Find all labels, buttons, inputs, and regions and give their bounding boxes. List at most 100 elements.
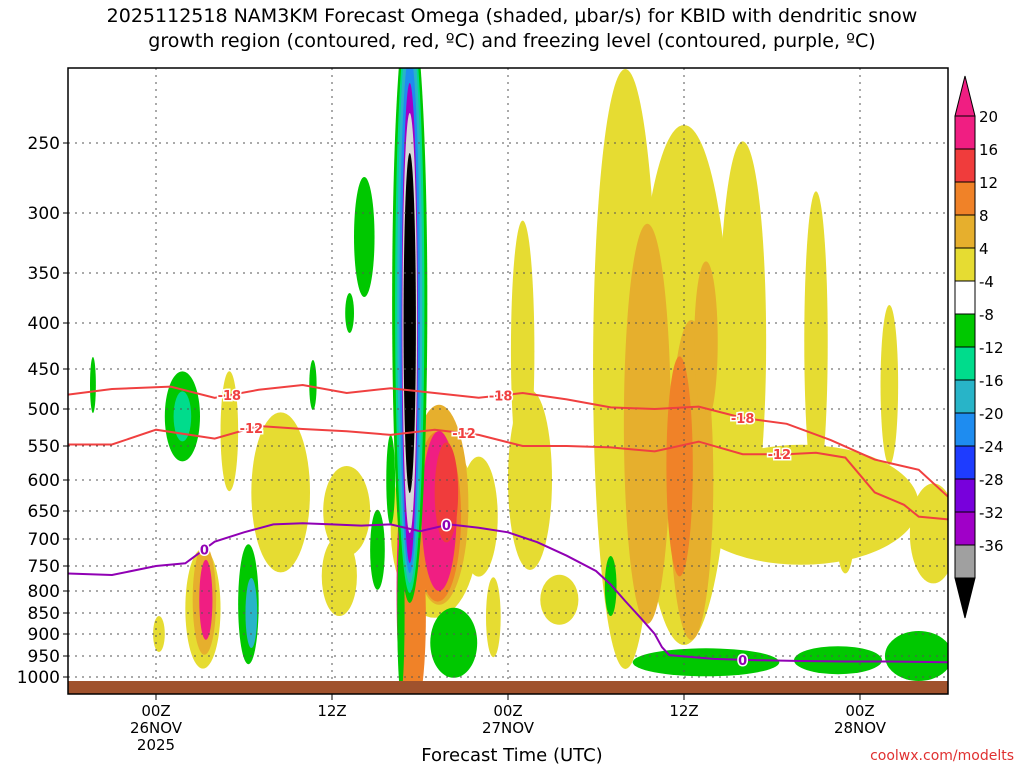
contour-label-dgz-minus12-0: -12	[240, 422, 264, 437]
shade-yellow-1	[251, 412, 310, 573]
shade-yellow-2	[323, 466, 371, 556]
shade-yellow-12	[836, 493, 855, 574]
title-line-1: 2025112518 NAM3KM Forecast Omega (shaded…	[106, 5, 918, 27]
colorbar-label-13: -36	[979, 537, 1004, 555]
xtick-label-54-1: 00Z	[845, 702, 874, 720]
shade-yellow-4	[321, 536, 357, 616]
shade-yellow-col3	[719, 141, 767, 542]
xtick-label-18-1: 12Z	[317, 702, 346, 720]
ground-layer	[68, 681, 948, 694]
colorbar-bin-13	[954, 544, 976, 579]
contour-label-dgz-minus18-0: -18	[218, 389, 242, 404]
shade-yellow-7	[486, 577, 501, 658]
contour-dgz-minus12	[68, 424, 948, 521]
colorbar-cap-high	[954, 75, 976, 117]
y-axis: 2503003504004505005506006507007508008509…	[17, 134, 68, 688]
omega-shading-layer	[90, 68, 948, 694]
ytick-label-850: 850	[28, 604, 60, 624]
contour-label-freezing-level-1: 0	[442, 519, 451, 534]
ytick-label-800: 800	[28, 582, 60, 602]
colorbar-bin-12	[954, 511, 976, 546]
ytick-label-300: 300	[28, 204, 60, 224]
shade-orange-1	[666, 356, 693, 577]
ytick-label-600: 600	[28, 471, 60, 491]
colorbar-bin-10	[954, 445, 976, 480]
shade-green-14	[345, 293, 354, 333]
colorbar-label-2: 12	[979, 174, 998, 192]
ytick-label-650: 650	[28, 502, 60, 522]
xtick-label-42-1: 12Z	[669, 702, 698, 720]
xtick-label-6-1: 00Z	[141, 702, 170, 720]
colorbar-label-7: -12	[979, 339, 1004, 357]
colorbar-label-11: -28	[979, 471, 1004, 489]
colorbar-bin-8	[954, 379, 976, 414]
colorbar-label-10: -24	[979, 438, 1004, 456]
contour-layer: -18 -18 -18 -12 -12 -12 0 0 0	[68, 383, 948, 670]
contour-label-freezing-level-2: 0	[738, 654, 747, 669]
contour-label-dgz-minus18-2: -18	[731, 412, 755, 427]
ytick-label-900: 900	[28, 625, 60, 645]
shade-yellow-col4	[804, 191, 828, 492]
shade-gold-1	[623, 223, 671, 624]
colorbar-bin-7	[954, 346, 976, 381]
shade-green-1b	[173, 391, 192, 442]
title-line-2: growth region (contoured, red, ºC) and f…	[148, 30, 876, 52]
xtick-label-54-2: 28NOV	[834, 719, 887, 737]
ytick-label-350: 350	[28, 264, 60, 284]
xtick-label-6-3: 2025	[137, 736, 175, 754]
ytick-label-950: 950	[28, 647, 60, 667]
shade-yellow-8	[540, 574, 579, 625]
xtick-label-30-1: 00Z	[493, 702, 522, 720]
colorbar-label-4: 4	[979, 240, 989, 258]
shade-green-11	[370, 509, 385, 590]
ytick-label-500: 500	[28, 400, 60, 420]
shade-yellow-9	[153, 616, 165, 652]
ytick-label-400: 400	[28, 314, 60, 334]
contour-label-dgz-minus12-1: -12	[452, 427, 476, 442]
colorbar-bin-4	[954, 247, 976, 282]
colorbar-bin-6	[954, 313, 976, 348]
contour-dgz-minus18	[68, 383, 948, 498]
contour-label-dgz-minus18-1: -18	[489, 389, 513, 404]
colorbar: 20 16 12 8 4 -4 -8 -12 -16 -20 -24 -28 -32 -36	[954, 75, 1004, 619]
x-axis-title: Forecast Time (UTC)	[421, 745, 603, 766]
colorbar-label-3: 8	[979, 207, 989, 225]
colorbar-bin-5	[954, 280, 976, 315]
shade-green-10	[604, 556, 617, 616]
shade-green-12	[309, 360, 317, 410]
shade-green-6	[430, 607, 478, 678]
ytick-label-1000: 1000	[17, 668, 60, 688]
ytick-label-550: 550	[28, 437, 60, 457]
xtick-label-6-2: 26NOV	[130, 719, 183, 737]
colorbar-label-0: 20	[979, 108, 998, 126]
shade-gold-3	[694, 261, 718, 422]
colorbar-label-5: -4	[979, 273, 994, 291]
colorbar-bin-0	[954, 115, 976, 150]
colorbar-label-1: 16	[979, 141, 998, 159]
colorbar-label-8: -16	[979, 372, 1004, 390]
shade-magenta-early	[199, 559, 213, 640]
xtick-label-30-2: 27NOV	[482, 719, 535, 737]
shade-yellow-3	[220, 371, 239, 492]
colorbar-bin-11	[954, 478, 976, 513]
ytick-label-750: 750	[28, 557, 60, 577]
colorbar-bin-1	[954, 148, 976, 183]
colorbar-cap-low	[954, 577, 976, 619]
colorbar-bin-9	[954, 412, 976, 447]
colorbar-label-9: -20	[979, 405, 1004, 423]
shade-red-core	[434, 442, 459, 543]
ytick-label-250: 250	[28, 134, 60, 154]
credit-link[interactable]: coolwx.com/modelts	[870, 748, 1014, 764]
ytick-label-450: 450	[28, 360, 60, 380]
contour-freezing-level	[68, 522, 948, 664]
shade-green-7	[632, 648, 780, 677]
shade-yellow-east	[909, 483, 948, 584]
shade-green-2	[354, 177, 375, 297]
shade-green-13	[90, 357, 96, 413]
shade-ascent-black	[403, 153, 416, 493]
colorbar-bin-3	[954, 214, 976, 249]
colorbar-label-6: -8	[979, 306, 994, 324]
shade-yellow-11	[880, 305, 899, 465]
